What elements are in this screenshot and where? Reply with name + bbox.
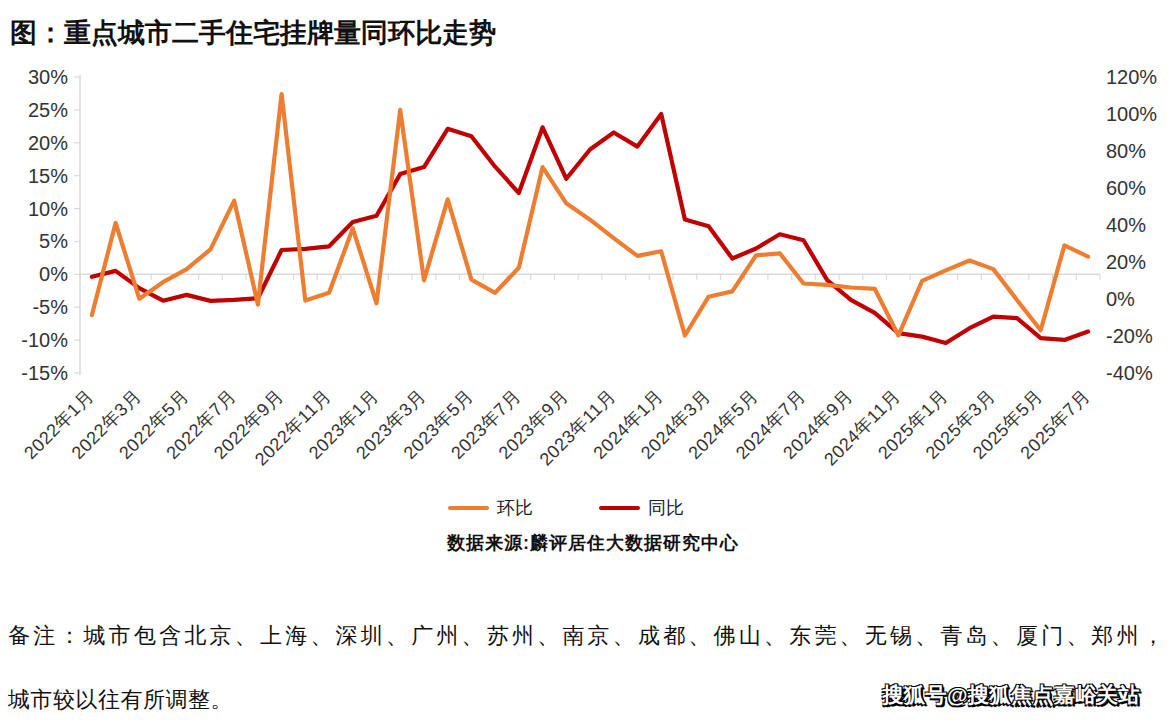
y-axis-label-right: 80% xyxy=(1106,140,1146,162)
y-axis-label-left: 10% xyxy=(28,198,68,220)
y-axis-label-right: 120% xyxy=(1106,66,1157,88)
line-chart: 30% 25% 20% 15% 10% 5% 0% -5% -10% -15% 120% 100% 80… xyxy=(0,0,1174,500)
watermark: 搜狐号@搜狐焦点嘉峪关站 xyxy=(883,681,1140,709)
y-axis-label-right: 20% xyxy=(1106,251,1146,273)
y-axis-label-right: 40% xyxy=(1106,214,1146,236)
footnote-line-1: 备注：城市包含北京、上海、深圳、广州、苏州、南京、成都、佛山、东莞、无锡、青岛、… xyxy=(8,621,1167,651)
legend: 环比 同比 xyxy=(0,496,1132,520)
data-source: 数据来源:麟评居住大数据研究中心 xyxy=(0,531,1174,555)
y-axis-label-right: 60% xyxy=(1106,177,1146,199)
y-axis-label-right: -20% xyxy=(1106,325,1153,347)
y-axis-label-right: 0% xyxy=(1106,288,1135,310)
yoy-line-swatch xyxy=(599,506,640,511)
y-axis-label-left: 0% xyxy=(39,263,68,285)
legend-item-mom: 环比 xyxy=(448,496,533,520)
footnote-line-2: 城市较以往有所调整。 xyxy=(8,685,233,715)
y-axis-label-left: 5% xyxy=(39,230,68,252)
y-axis-label-left: 15% xyxy=(28,165,68,187)
y-axis-label-left: 25% xyxy=(28,99,68,121)
y-axis-label-right: 100% xyxy=(1106,103,1157,125)
legend-label-yoy: 同比 xyxy=(648,496,684,520)
y-axis-label-left: -15% xyxy=(21,362,68,384)
page: { "title": "图：重点城市二手住宅挂牌量同环比走势", "source… xyxy=(0,0,1174,721)
mom-line-swatch xyxy=(448,506,489,511)
y-axis-label-left: -10% xyxy=(21,329,68,351)
legend-label-mom: 环比 xyxy=(497,496,533,520)
y-axis-label-right: -40% xyxy=(1106,362,1153,384)
y-axis-label-left: 20% xyxy=(28,132,68,154)
legend-item-yoy: 同比 xyxy=(599,496,684,520)
y-axis-label-left: -5% xyxy=(32,296,68,318)
y-axis-label-left: 30% xyxy=(28,66,68,88)
